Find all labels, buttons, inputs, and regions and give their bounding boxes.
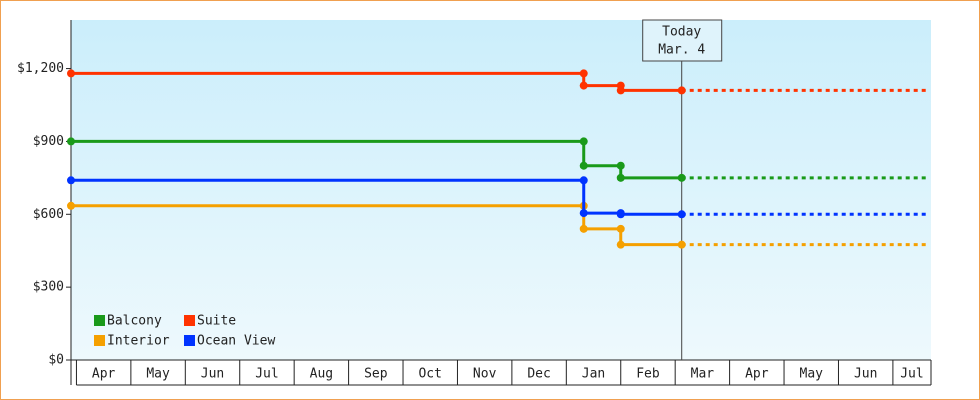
price-point: [579, 137, 588, 146]
x-tick-label: May: [800, 367, 824, 382]
x-tick-label: Apr: [745, 367, 769, 382]
x-tick-label: Apr: [92, 367, 116, 382]
price-point: [677, 210, 686, 219]
legend-label: Interior: [107, 334, 170, 349]
legend-label: Ocean View: [197, 334, 275, 349]
x-tick-label: Mar: [691, 367, 715, 382]
legend-swatch: [94, 335, 105, 346]
y-tick-label: $300: [33, 280, 64, 295]
price-point: [67, 201, 75, 210]
plot-area: [71, 20, 931, 360]
legend-swatch: [184, 335, 195, 346]
price-point: [616, 224, 625, 233]
price-point: [67, 176, 75, 185]
price-point: [616, 86, 625, 95]
y-tick-label: $900: [33, 134, 64, 149]
price-point: [677, 86, 686, 95]
price-line: [71, 71, 682, 92]
x-tick-label: Aug: [310, 367, 333, 382]
y-tick-label: $0: [48, 353, 64, 368]
price-point: [579, 69, 588, 78]
x-tick-label: May: [146, 367, 170, 382]
x-tick-label: Jul: [255, 367, 278, 382]
price-point: [67, 69, 75, 78]
x-tick-label: Oct: [418, 367, 441, 382]
x-tick-label: Feb: [636, 367, 660, 382]
x-tick-label: Nov: [473, 367, 497, 382]
today-box: [642, 19, 723, 62]
legend-swatch: [94, 315, 105, 326]
legend-label: Suite: [197, 314, 236, 329]
x-tick-label: Dec: [527, 367, 550, 382]
x-tick-label: Jun: [201, 367, 224, 382]
today-label: Mar. 4: [658, 43, 705, 58]
legend-label: Balcony: [107, 314, 162, 329]
price-point: [579, 224, 588, 233]
y-tick-label: $1,200: [17, 61, 64, 76]
price-point: [579, 161, 588, 170]
price-line: [71, 139, 682, 180]
price-point: [616, 173, 625, 182]
x-tick-label: Jul: [900, 367, 923, 382]
price-line: [71, 204, 682, 247]
price-point: [677, 173, 686, 182]
x-tick-label: Jun: [854, 367, 877, 382]
price-point: [616, 210, 625, 219]
price-point: [67, 137, 75, 146]
price-point: [616, 240, 625, 249]
today-label: Today: [662, 25, 701, 40]
price-point: [579, 176, 588, 185]
price-point: [579, 209, 588, 218]
price-point: [677, 240, 686, 249]
x-tick-label: Sep: [364, 367, 388, 382]
legend-swatch: [184, 315, 195, 326]
price-point: [579, 81, 588, 90]
y-tick-label: $600: [33, 207, 64, 222]
x-tick-label: Jan: [582, 367, 605, 382]
price-line: [71, 178, 682, 216]
price-point: [616, 161, 625, 170]
